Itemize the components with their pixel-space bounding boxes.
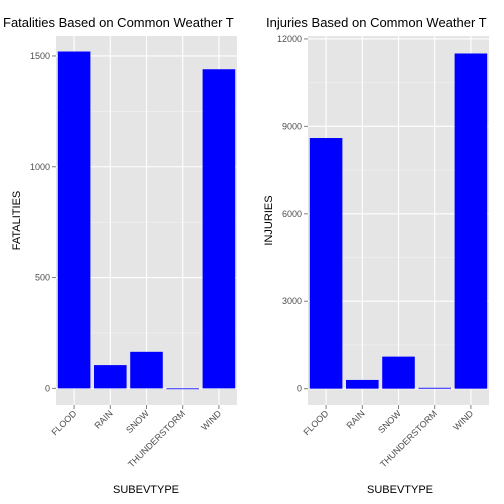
fatalities-y-tick-label: 0: [45, 383, 50, 393]
fatalities-x-axis-label: SUBEVTYPE: [113, 484, 179, 496]
injuries-x-tick-label-rain: RAIN: [344, 408, 366, 430]
injuries-x-axis-label: SUBEVTYPE: [367, 484, 433, 496]
fatalities-bars: [57, 51, 236, 390]
fatalities-x-tick-label-wind: WIND: [199, 408, 223, 432]
fatalities-x-tick-label-snow: SNOW: [124, 408, 151, 435]
injuries-bar-wind: [454, 53, 488, 389]
fatalities-bar-snow: [130, 351, 163, 389]
injuries-y-tick-label: 0: [297, 384, 302, 394]
injuries-x-tick-label-wind: WIND: [451, 408, 475, 432]
fatalities-x-tick-label-rain: RAIN: [92, 408, 114, 430]
injuries-bars: [309, 53, 488, 389]
injuries-chart-title: Injuries Based on Common Weather T: [266, 15, 487, 30]
injuries-bar-flood: [309, 138, 343, 389]
injuries-y-tick-label: 3000: [282, 296, 302, 306]
fatalities-bar-rain: [94, 365, 127, 389]
fatalities-chart-title: Fatalities Based on Common Weather T: [3, 15, 234, 30]
fatalities-bar-wind: [202, 69, 236, 389]
injuries-x-tick-label-flood: FLOOD: [302, 408, 331, 437]
injuries-x-tick-label-snow: SNOW: [376, 408, 403, 435]
fatalities-y-ticks: 0 500 1000 1500: [30, 51, 56, 393]
injuries-y-tick-label: 9000: [282, 121, 302, 131]
injuries-y-ticks: 0 3000 6000 9000 12000: [277, 34, 308, 394]
injuries-y-tick-label: 12000: [277, 34, 302, 44]
injuries-y-tick-label: 6000: [282, 209, 302, 219]
fatalities-y-tick-label: 1000: [30, 162, 50, 172]
fatalities-y-tick-label: 1500: [30, 51, 50, 61]
fatalities-bar-thunderstorm: [166, 388, 199, 390]
fatalities-x-tick-label-flood: FLOOD: [50, 408, 79, 437]
injuries-bar-snow: [382, 356, 415, 389]
fatalities-y-tick-label: 500: [35, 273, 50, 283]
injuries-bar-thunderstorm: [418, 387, 451, 389]
injuries-y-axis-label: INJURIES: [263, 195, 275, 245]
fatalities-y-axis-label: FATALITIES: [11, 191, 23, 251]
injuries-bar-rain: [346, 379, 379, 389]
fatalities-bar-flood: [57, 51, 91, 389]
